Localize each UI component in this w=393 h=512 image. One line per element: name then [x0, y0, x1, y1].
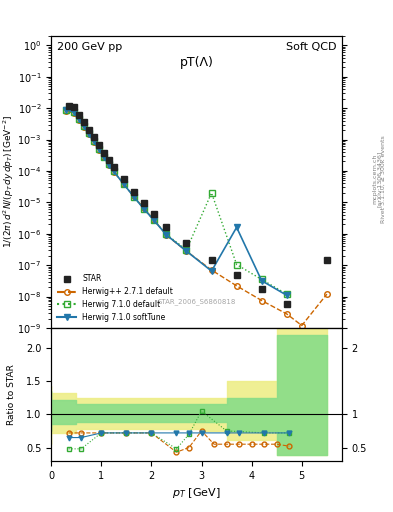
Text: Rivet 3.1.10, ≥ 300k events: Rivet 3.1.10, ≥ 300k events: [381, 135, 386, 223]
Text: mcplots.cern.ch: mcplots.cern.ch: [373, 154, 378, 204]
Text: Soft QCD: Soft QCD: [286, 41, 336, 52]
X-axis label: $p_T$ [GeV]: $p_T$ [GeV]: [172, 486, 221, 500]
Legend: STAR, Herwig++ 2.7.1 default, Herwig 7.1.0 default, Herwig 7.1.0 softTune: STAR, Herwig++ 2.7.1 default, Herwig 7.1…: [55, 272, 176, 324]
Y-axis label: Ratio to STAR: Ratio to STAR: [7, 364, 16, 425]
Text: pT(Λ): pT(Λ): [180, 56, 213, 69]
Y-axis label: $1/(2\pi)\,d^2N/(p_T\,dy\,dp_T)\,[\mathrm{GeV}^{-2}]$: $1/(2\pi)\,d^2N/(p_T\,dy\,dp_T)\,[\mathr…: [2, 115, 16, 248]
Text: [arXiv:1306.3436]: [arXiv:1306.3436]: [377, 151, 382, 207]
Text: 200 GeV pp: 200 GeV pp: [57, 41, 122, 52]
Text: STAR_2006_S6860818: STAR_2006_S6860818: [157, 298, 236, 305]
